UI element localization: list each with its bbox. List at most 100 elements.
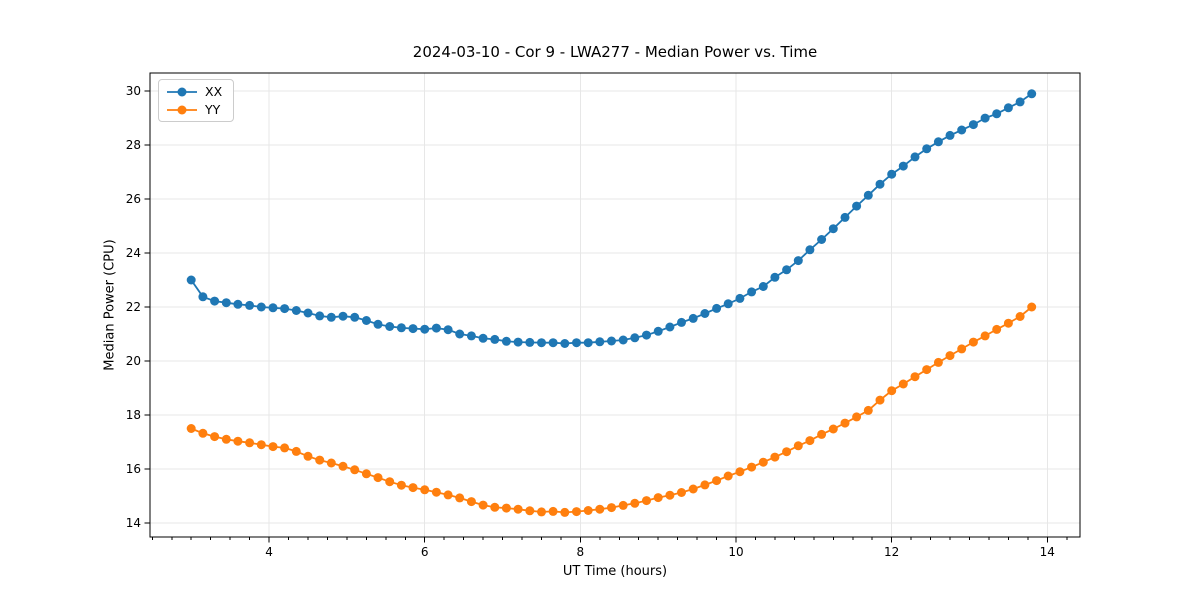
x-tick-label: 6 xyxy=(421,545,429,559)
data-point-yy xyxy=(443,490,453,500)
data-point-yy xyxy=(875,395,885,405)
data-point-yy xyxy=(198,428,208,438)
data-point-yy xyxy=(793,441,803,451)
data-point-yy xyxy=(712,476,722,486)
data-point-yy xyxy=(291,446,301,456)
data-point-xx xyxy=(793,256,803,266)
chart-title: 2024-03-10 - Cor 9 - LWA277 - Median Pow… xyxy=(412,43,818,61)
data-point-xx xyxy=(221,298,231,308)
data-point-xx xyxy=(630,333,640,343)
data-point-xx xyxy=(245,300,255,310)
legend-label-xx: XX xyxy=(205,84,223,99)
data-point-yy xyxy=(898,379,908,389)
data-point-yy xyxy=(782,447,792,457)
data-point-yy xyxy=(478,500,488,510)
legend-item-yy: YY xyxy=(167,103,222,116)
data-point-yy xyxy=(1003,318,1013,328)
data-point-xx xyxy=(770,272,780,282)
data-point-xx xyxy=(653,326,663,336)
data-point-xx xyxy=(898,161,908,171)
data-point-xx xyxy=(910,152,920,162)
y-tick-label: 24 xyxy=(126,246,141,260)
data-point-yy xyxy=(642,496,651,506)
data-point-xx xyxy=(595,337,605,347)
data-point-yy xyxy=(560,507,570,517)
data-point-xx xyxy=(233,299,243,309)
data-point-yy xyxy=(455,493,465,503)
data-point-xx xyxy=(513,337,523,347)
y-axis-label: Median Power (CPU) xyxy=(102,239,118,371)
data-point-yy xyxy=(373,473,383,483)
data-point-yy xyxy=(513,504,523,514)
y-tick-label: 18 xyxy=(126,408,141,422)
data-point-yy xyxy=(665,490,675,500)
data-point-xx xyxy=(268,303,278,313)
data-point-xx xyxy=(875,179,885,189)
data-point-yy xyxy=(933,357,943,367)
data-point-xx xyxy=(968,120,978,130)
data-point-yy xyxy=(700,480,710,490)
data-point-xx xyxy=(431,323,441,333)
data-point-xx xyxy=(210,296,220,306)
data-point-yy xyxy=(758,457,768,467)
y-tick-label: 16 xyxy=(126,462,141,476)
data-point-yy xyxy=(887,386,897,396)
data-point-xx xyxy=(700,309,710,318)
data-point-yy xyxy=(186,424,196,433)
series-line-xx xyxy=(190,93,1033,345)
data-point-yy xyxy=(747,462,757,472)
data-point-xx xyxy=(385,322,395,331)
data-point-yy xyxy=(595,504,605,514)
data-point-xx xyxy=(723,299,733,309)
x-tick-label: 12 xyxy=(884,545,899,559)
data-point-xx xyxy=(256,302,266,312)
data-point-xx xyxy=(408,324,418,334)
data-point-xx xyxy=(525,337,535,347)
data-point-xx xyxy=(642,330,651,340)
y-tick-label: 22 xyxy=(126,300,141,314)
data-point-xx xyxy=(607,336,616,346)
data-point-yy xyxy=(221,434,231,444)
data-point-yy xyxy=(431,487,441,497)
data-point-xx xyxy=(186,275,196,285)
data-point-xx xyxy=(501,336,511,346)
data-point-yy xyxy=(280,443,290,453)
data-point-xx xyxy=(712,303,722,313)
x-tick-label: 4 xyxy=(265,545,273,559)
data-point-xx xyxy=(466,331,476,341)
data-point-xx xyxy=(980,113,990,123)
data-point-xx xyxy=(396,323,406,333)
data-point-xx xyxy=(782,265,792,275)
plot-border xyxy=(149,72,1081,538)
data-point-yy xyxy=(326,458,336,468)
data-point-yy xyxy=(572,507,581,517)
data-point-xx xyxy=(548,338,558,348)
y-tick-label: 28 xyxy=(126,138,141,152)
data-point-xx xyxy=(677,317,686,327)
legend-marker-yy xyxy=(167,105,197,114)
data-point-yy xyxy=(980,331,990,341)
data-point-yy xyxy=(1027,302,1037,312)
data-point-yy xyxy=(968,337,978,347)
data-point-xx xyxy=(478,333,488,343)
data-point-yy xyxy=(525,506,535,516)
data-point-yy xyxy=(910,372,920,382)
legend-label-yy: YY xyxy=(205,102,221,117)
data-point-yy xyxy=(268,442,278,452)
data-point-xx xyxy=(805,245,815,255)
data-point-xx xyxy=(326,312,336,322)
data-point-xx xyxy=(455,329,465,339)
data-point-yy xyxy=(770,452,780,462)
data-point-xx xyxy=(618,335,628,345)
data-point-xx xyxy=(688,313,698,323)
data-point-xx xyxy=(945,130,955,140)
data-point-xx xyxy=(572,338,581,348)
data-point-yy xyxy=(630,498,640,508)
data-point-xx xyxy=(840,212,850,222)
data-point-xx xyxy=(490,334,500,344)
data-point-yy xyxy=(501,503,511,513)
data-point-yy xyxy=(490,502,500,512)
y-tick-label: 26 xyxy=(126,192,141,206)
data-point-yy xyxy=(396,480,406,490)
data-point-xx xyxy=(1027,89,1037,99)
